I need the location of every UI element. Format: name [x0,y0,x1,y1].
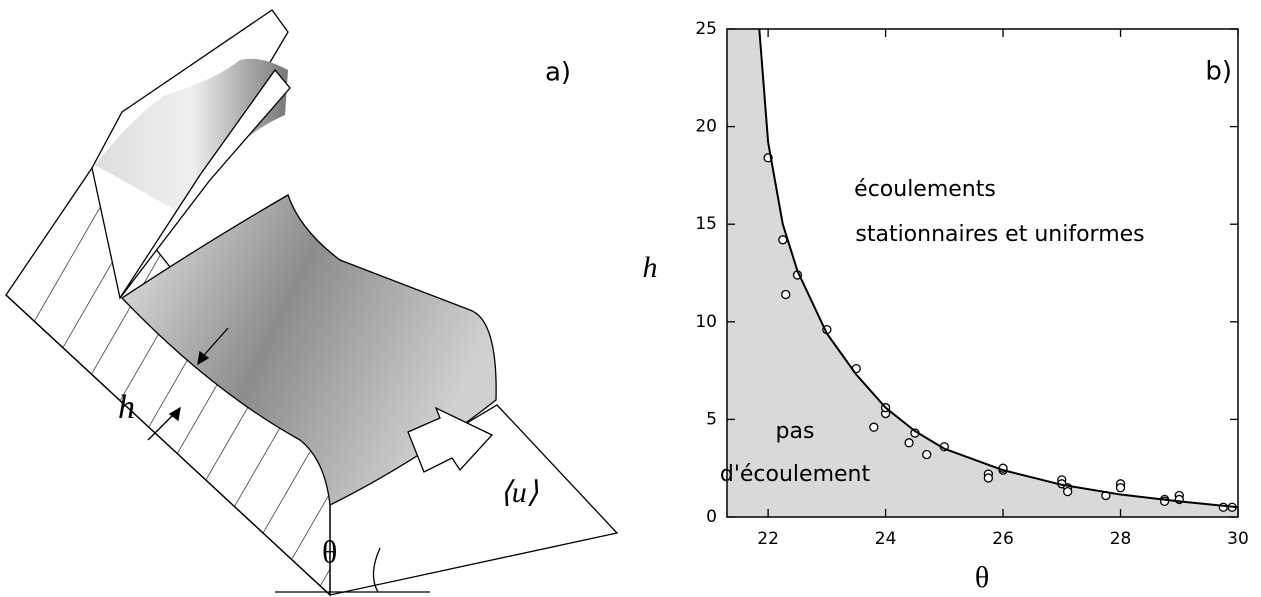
chart: 0 5 10 15 20 25 22 24 26 28 30 écoulements stationna… [643,19,1249,594]
plot-frame [726,28,1239,518]
y-tick-label: 10 [695,312,717,332]
data-point [983,473,994,483]
x-tick-label: 28 [1110,529,1132,549]
flow-surface [120,194,497,506]
y-tick-label: 25 [695,19,717,39]
y-tick-label: 20 [695,117,717,137]
u-label: ⟨u⟩ [500,476,539,509]
x-tick-label: 30 [1227,529,1249,549]
data-point [1218,502,1228,512]
annotation: pas [776,419,815,444]
x-tick-label: 22 [757,529,779,549]
data-point [1115,483,1126,493]
y-tick-label: 5 [706,409,717,429]
fit-curve [758,29,1238,509]
panel-label: a) [545,58,571,88]
diagram: a) h ⟨u⟩ θ [5,9,619,597]
y-tick-label: 15 [695,214,717,234]
data-point [1063,486,1073,497]
data-point [781,289,791,300]
y-axis-label: h [643,251,658,284]
annotation: d'écoulement [720,462,871,487]
x-tick-label: 24 [875,529,897,549]
x-axis-label: θ [975,561,989,594]
y-tick-label: 0 [706,507,717,527]
angle-arc [372,547,381,593]
panel-label: b) [1205,57,1232,87]
data-point [922,449,932,460]
annotation: écoulements [854,177,996,202]
upstream-surface [95,58,288,210]
h-label: h [118,389,135,426]
data-point [778,235,788,245]
x-tick-label: 26 [992,529,1014,549]
velocity-arrow [407,406,494,473]
theta-label: θ [322,533,337,569]
data-point [904,438,914,448]
region-fill [727,29,1238,517]
right-wall [119,68,291,299]
annotation: stationnaires et uniformes [855,222,1144,247]
data-point [869,422,879,432]
